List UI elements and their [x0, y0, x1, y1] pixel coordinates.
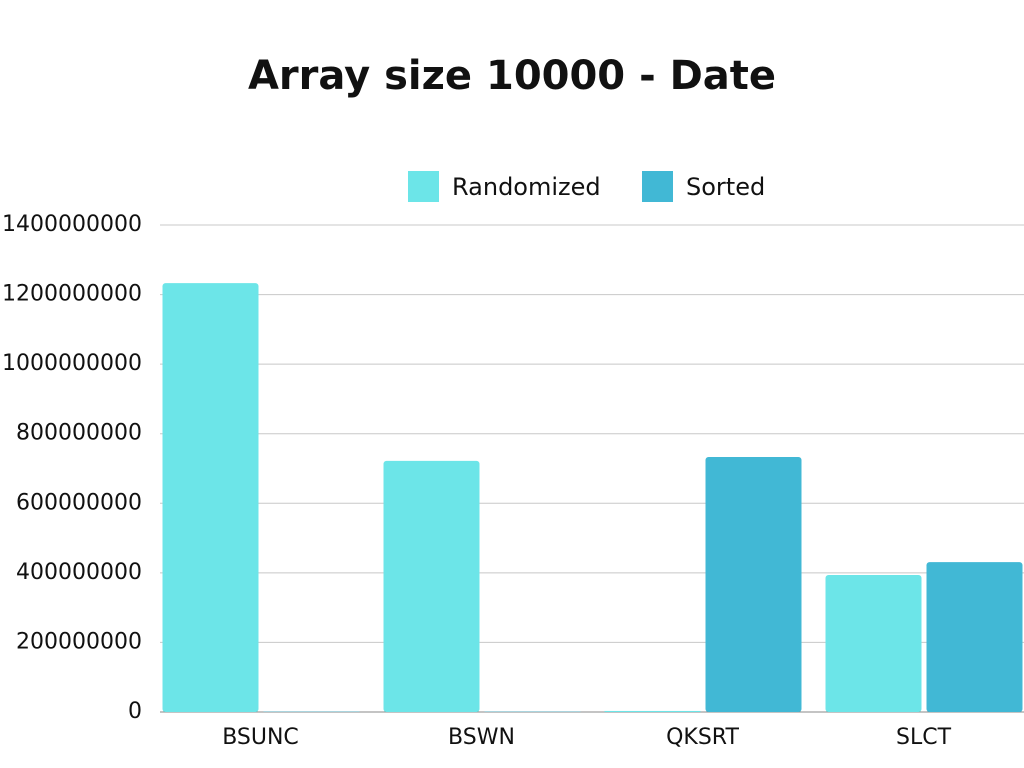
legend-label: Sorted — [686, 173, 765, 201]
y-tick-label: 1200000000 — [2, 282, 142, 307]
y-tick-label: 800000000 — [16, 421, 142, 446]
x-tick-label: QKSRT — [666, 725, 739, 750]
y-tick-label: 0 — [128, 699, 142, 724]
bar — [825, 574, 922, 712]
y-tick-label: 600000000 — [16, 490, 142, 515]
legend-swatch — [408, 171, 439, 202]
legend-swatch — [642, 171, 673, 202]
bar — [604, 710, 701, 712]
bar — [705, 457, 802, 712]
chart-title: Array size 10000 - Date — [248, 53, 776, 99]
legend-label: Randomized — [452, 173, 601, 201]
x-tick-label: BSWN — [448, 725, 515, 750]
bar — [162, 283, 259, 712]
bar — [926, 562, 1023, 712]
x-tick-label: BSUNC — [222, 725, 299, 750]
bar — [383, 460, 480, 712]
y-tick-label: 1000000000 — [2, 351, 142, 376]
y-tick-label: 1400000000 — [2, 212, 142, 237]
y-tick-label: 400000000 — [16, 560, 142, 585]
x-tick-label: SLCT — [896, 725, 952, 750]
y-tick-label: 200000000 — [16, 629, 142, 654]
